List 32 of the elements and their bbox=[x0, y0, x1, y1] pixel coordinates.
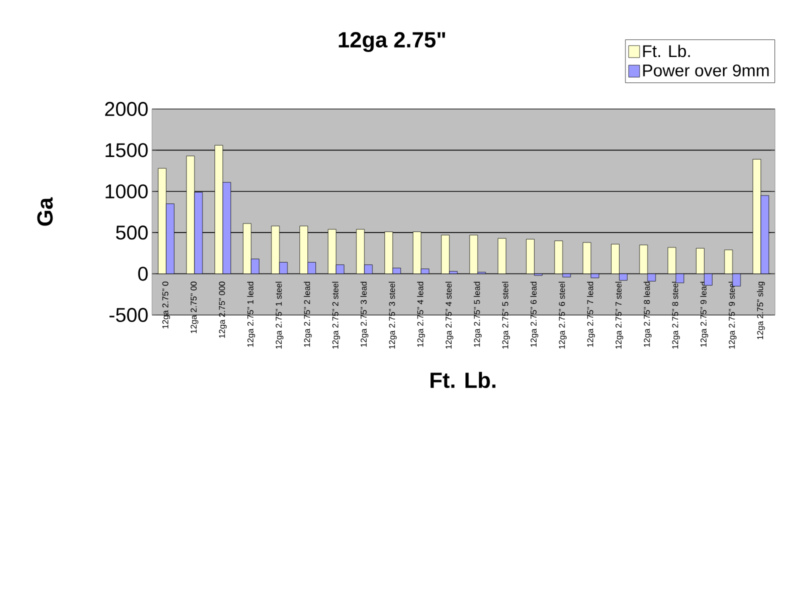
x-tick-label: 12ga 2.75" 7 steel bbox=[615, 282, 624, 349]
y-tick-label: -500 bbox=[110, 308, 148, 322]
y-tick-label: 2000 bbox=[105, 102, 148, 116]
legend-label: Ft. Lb. bbox=[643, 44, 690, 58]
x-tick-label: 12ga 2.75" 00 bbox=[190, 282, 198, 334]
y-tick-label: 1500 bbox=[106, 143, 148, 158]
x-tick-label: 12ga 2.75" 0 bbox=[162, 282, 170, 328]
x-tick-label: 12ga 2.75" 2 steel bbox=[332, 282, 340, 349]
x-tick-label: 12ga 2.75" 1 steel bbox=[275, 282, 284, 349]
y-tick-label: 500 bbox=[116, 226, 148, 240]
legend-label: Power over 9mm bbox=[643, 64, 769, 76]
x-tick-label: 12ga 2.75" 6 lead bbox=[530, 282, 538, 347]
x-tick-label: 12ga 2.75" 4 lead bbox=[417, 282, 425, 347]
x-axis-title: Ft. Lb. bbox=[430, 372, 496, 388]
y-tick-label: 1000 bbox=[106, 184, 148, 198]
x-tick-label: 12ga 2.75" 3 lead bbox=[360, 282, 368, 347]
chart-title: 12ga 2.75" bbox=[338, 32, 446, 52]
x-tick-label: 12ga 2.75" 5 steel bbox=[502, 282, 510, 349]
x-tick-label: 12ga 2.75" 8 steel bbox=[672, 282, 680, 349]
x-tick-label: 12ga 2.75" 4 steel bbox=[445, 282, 454, 349]
x-tick-label: 12ga 2.75" 5 lead bbox=[474, 282, 482, 347]
bar bbox=[498, 238, 506, 274]
x-tick-label: 12ga 2.75" 7 lead bbox=[586, 282, 595, 347]
x-tick-label: 12ga 2.75" 6 steel bbox=[558, 282, 567, 349]
y-tick-label: 0 bbox=[138, 266, 148, 281]
x-tick-label: 12ga 2.75" 8 lead bbox=[644, 282, 652, 347]
x-tick-label: 12ga 2.75" 000 bbox=[218, 282, 227, 338]
y-axis-title: Ga bbox=[37, 197, 53, 226]
x-tick-label: 12ga 2.75" 1 lead bbox=[247, 282, 256, 347]
x-tick-label: 12ga 2.75" 3 steel bbox=[388, 282, 397, 349]
x-tick-label: 12ga 2.75" 2 lead bbox=[304, 282, 312, 347]
x-tick-label: 12ga 2.75" slug bbox=[756, 282, 765, 340]
